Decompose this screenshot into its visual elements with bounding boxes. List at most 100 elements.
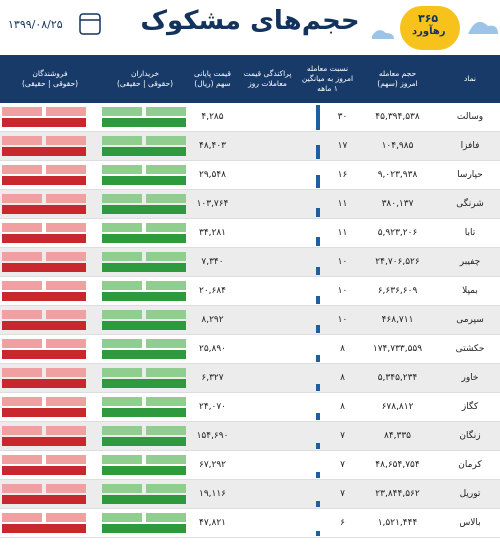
symbol: شرنگی: [456, 199, 484, 209]
column-header: امروز به میانگین: [301, 74, 354, 83]
ratio: ۸: [340, 344, 345, 354]
ratio-bar: [316, 105, 320, 130]
share-block: [102, 194, 142, 203]
share-block: [2, 455, 42, 464]
volume: ۲۴,۷۰۶,۵۲۶: [375, 257, 420, 267]
symbol: زنگان: [459, 431, 481, 441]
share-block: [46, 136, 86, 145]
share-block: [46, 455, 86, 464]
share-block: [146, 513, 186, 522]
share-block: [102, 368, 142, 377]
column-header: پراکندگی قیمت: [243, 69, 292, 78]
share-block: [2, 321, 86, 330]
ratio-bar: [316, 266, 320, 275]
share-block: [2, 484, 42, 493]
share-block: [102, 455, 142, 464]
share-block: [2, 281, 42, 290]
column-header: نماد: [463, 74, 477, 83]
share-block: [102, 397, 142, 406]
ratio: ۱۷: [337, 141, 348, 151]
share-block: [2, 408, 86, 417]
share-block: [46, 194, 86, 203]
share-block: [102, 165, 142, 174]
ratio-bar: [316, 531, 320, 536]
share-block: [2, 437, 86, 446]
volume: ۴۶۸,۷۱۱: [381, 315, 414, 325]
volume: ۵,۳۴۵,۲۳۴: [377, 373, 418, 383]
share-block: [102, 107, 142, 116]
ratio-bar: [316, 324, 320, 333]
ratio: ۱۱: [337, 228, 348, 238]
share-block: [102, 118, 186, 127]
share-block: [102, 426, 142, 435]
share-block: [46, 513, 86, 522]
share-block: [2, 350, 86, 359]
share-block: [102, 292, 186, 301]
ratio-bar: [316, 144, 320, 159]
share-block: [146, 136, 186, 145]
share-block: [2, 524, 86, 533]
ratio-bar: [316, 207, 320, 217]
symbol: کرمان: [458, 460, 482, 470]
ratio-bar: [316, 443, 320, 449]
share-block: [46, 165, 86, 174]
share-block: [146, 426, 186, 435]
share-block: [102, 495, 186, 504]
symbol: وسالت: [456, 112, 484, 122]
column-header: فروشندگان: [32, 69, 68, 78]
share-block: [2, 194, 42, 203]
ratio: ۸: [340, 402, 345, 412]
column-header: سهم (ریال): [194, 79, 231, 88]
price: ۱۵۴,۶۹۰: [196, 431, 229, 441]
share-block: [2, 397, 42, 406]
title: حجم‌های مشکوک: [140, 6, 360, 36]
share-block: [46, 252, 86, 261]
volume: ۱۰۴,۹۸۵: [381, 141, 414, 151]
share-block: [2, 263, 86, 272]
logo-number: ۳۶۵: [418, 12, 439, 25]
ratio: ۷: [340, 489, 345, 499]
volume: ۶۷۸,۸۱۲: [381, 402, 414, 412]
share-block: [2, 426, 42, 435]
share-block: [102, 205, 186, 214]
table-row: [0, 248, 500, 277]
ratio: ۷: [340, 431, 345, 441]
symbol: بالاس: [459, 518, 481, 528]
share-block: [102, 310, 142, 319]
share-block: [2, 136, 42, 145]
ratio: ۱۱: [337, 199, 348, 209]
share-block: [102, 350, 186, 359]
price: ۲۹,۵۴۸: [198, 170, 227, 180]
share-block: [102, 234, 186, 243]
share-block: [102, 484, 142, 493]
share-block: [2, 107, 42, 116]
share-block: [102, 437, 186, 446]
share-block: [2, 368, 42, 377]
share-block: [2, 234, 86, 243]
price: ۴۸,۴۰۳: [198, 141, 227, 151]
volume: ۹,۰۲۳,۹۳۸: [377, 170, 418, 180]
share-block: [46, 339, 86, 348]
symbol: چفیبر: [459, 257, 481, 267]
share-block: [102, 513, 142, 522]
column-header: امروز (سهم): [377, 79, 418, 88]
price: ۶۷,۲۹۲: [198, 460, 227, 470]
price: ۱۹,۱۱۶: [198, 489, 227, 499]
share-block: [102, 252, 142, 261]
column-header: خریداران: [130, 69, 160, 78]
share-block: [2, 495, 86, 504]
share-block: [2, 466, 86, 475]
ratio: ۱۶: [337, 170, 348, 180]
ratio: ۳۰: [337, 112, 348, 122]
volume: ۵,۹۲۳,۲۰۶: [377, 228, 418, 238]
share-block: [2, 205, 86, 214]
share-block: [46, 368, 86, 377]
share-block: [102, 321, 186, 330]
volume: ۳۸۰,۱۳۷: [381, 199, 414, 209]
share-block: [146, 107, 186, 116]
price: ۳۴,۲۸۱: [198, 228, 227, 238]
share-block: [46, 426, 86, 435]
share-block: [2, 513, 42, 522]
share-block: [102, 524, 186, 533]
volume: ۱۷۴,۷۳۳,۵۵۹: [372, 344, 423, 354]
